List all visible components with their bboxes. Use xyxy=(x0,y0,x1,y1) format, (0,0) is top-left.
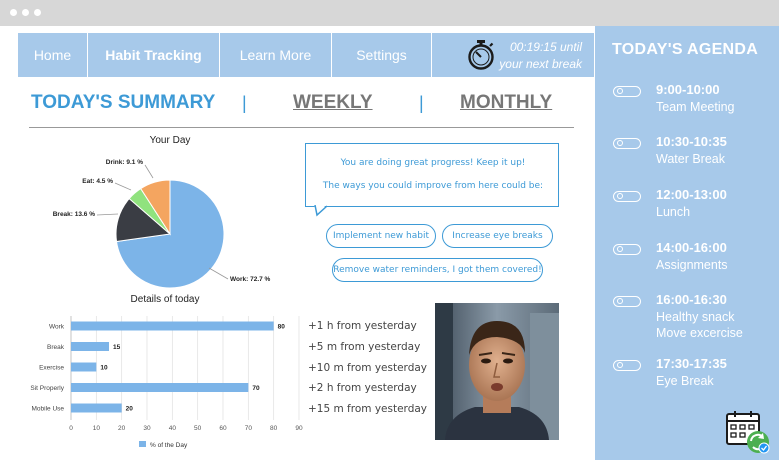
y-tick-label: Sit Properly xyxy=(30,385,64,392)
agenda-time: 10:30-10:35 xyxy=(656,134,727,149)
delta-text: +15 m from yesterday xyxy=(308,403,428,415)
agenda-toggle[interactable] xyxy=(613,191,641,202)
y-tick-label: Work xyxy=(49,324,65,331)
x-tick-label: 60 xyxy=(219,425,227,432)
legend-label: % of the Day xyxy=(150,442,188,449)
timer-text: 00:19:15 until your next break xyxy=(499,40,582,71)
x-tick-label: 90 xyxy=(295,425,303,432)
summary-header: TODAY'S SUMMARY | WEEKLY | MONTHLY xyxy=(0,90,594,120)
bar-value-label: 70 xyxy=(252,385,260,392)
bar xyxy=(71,403,122,413)
bar xyxy=(71,321,274,331)
pie-label: Drink: 9.1 % xyxy=(106,159,143,166)
agenda-desc: Team Meeting xyxy=(656,100,735,114)
bar-chart: 0 10 20 30 40 50 60 70 80 90 Work 80 Break 15 Exercise… xyxy=(30,316,303,449)
y-tick-label: Mobile Use xyxy=(31,406,64,413)
window-dot-minimize[interactable] xyxy=(22,9,29,16)
agenda-toggle[interactable] xyxy=(613,296,641,307)
pie-label-leader xyxy=(144,164,154,179)
pie-label: Break: 13.6 % xyxy=(53,211,95,218)
break-timer: 00:19:15 until your next break xyxy=(450,33,594,77)
agenda-toggle[interactable] xyxy=(613,138,641,149)
agenda-title: TODAY'S AGENDA xyxy=(612,41,759,58)
x-tick-label: 20 xyxy=(118,425,126,432)
message-line: The ways you could improve from here cou… xyxy=(322,181,544,191)
bubble-tail xyxy=(314,205,328,217)
x-tick-label: 30 xyxy=(143,425,151,432)
bar-value-label: 20 xyxy=(126,406,134,413)
delta-text: +5 m from yesterday xyxy=(308,341,421,353)
tab-today-summary[interactable]: TODAY'S SUMMARY xyxy=(31,92,216,113)
message-bubble: You are doing great progress! Keep it up… xyxy=(305,143,559,207)
delta-text: +1 h from yesterday xyxy=(308,320,417,332)
x-tick-label: 10 xyxy=(93,425,101,432)
x-tick-label: 70 xyxy=(245,425,253,432)
agenda-time: 17:30-17:35 xyxy=(656,356,727,371)
header-divider xyxy=(29,127,574,128)
x-tick-label: 50 xyxy=(194,425,202,432)
agenda-toggle[interactable] xyxy=(613,360,641,371)
calendar-sync-icon[interactable] xyxy=(724,408,772,456)
header-separator: | xyxy=(242,93,247,113)
window-dot-maximize[interactable] xyxy=(34,9,41,16)
x-tick-label: 80 xyxy=(270,425,278,432)
agenda-time: 14:00-16:00 xyxy=(656,240,727,255)
header-separator: | xyxy=(419,93,424,113)
agenda-time: 16:00-16:30 xyxy=(656,292,727,307)
pie-chart: Work: 72.7 % Break: 13.6 % Eat: 4.5 % Drink… xyxy=(53,159,271,289)
bar xyxy=(71,342,109,351)
agenda-time: 9:00-10:00 xyxy=(656,82,720,97)
nav-bar: Home Habit Tracking Learn More Settings … xyxy=(18,33,594,77)
pie-label: Work: 72.7 % xyxy=(230,276,271,283)
delta-text: +2 h from yesterday xyxy=(308,382,417,394)
bar-value-label: 10 xyxy=(100,365,108,372)
tab-learn-more[interactable]: Learn More xyxy=(220,33,332,77)
pie-chart-title: Your Day xyxy=(149,135,191,146)
pie-label-leader xyxy=(114,182,132,191)
message-line: You are doing great progress! Keep it up… xyxy=(340,158,526,168)
tab-home[interactable]: Home xyxy=(18,33,88,77)
agenda-desc: Healthy snack Move excercise xyxy=(656,310,743,340)
agenda-desc: Assignments xyxy=(656,258,728,272)
assistant-avatar xyxy=(435,303,559,440)
tab-habit-tracking[interactable]: Habit Tracking xyxy=(88,33,220,77)
y-tick-label: Break xyxy=(47,344,65,351)
x-tick-label: 40 xyxy=(169,425,177,432)
bar xyxy=(71,362,97,372)
tab-monthly[interactable]: MONTHLY xyxy=(460,92,553,113)
bar xyxy=(71,383,249,392)
agenda-panel: TODAY'S AGENDA 9:00-10:00 Team Meeting 1… xyxy=(595,26,779,460)
agenda-toggle[interactable] xyxy=(613,86,641,97)
agenda-time: 12:00-13:00 xyxy=(656,187,727,202)
pie-label-leader xyxy=(208,267,229,280)
agenda-toggle[interactable] xyxy=(613,244,641,255)
bar-value-label: 80 xyxy=(278,324,286,331)
agenda-desc: Lunch xyxy=(656,205,691,219)
tab-settings[interactable]: Settings xyxy=(332,33,432,77)
window-dot-close[interactable] xyxy=(10,9,17,16)
agenda-desc: Eye Break xyxy=(656,374,714,388)
y-tick-label: Exercise xyxy=(39,365,64,372)
delta-text: +10 m from yesterday xyxy=(308,362,428,374)
pie-label: Eat: 4.5 % xyxy=(82,178,113,185)
pie-slice-drink xyxy=(140,179,171,236)
bar-chart-title: Details of today xyxy=(130,294,200,305)
title-bar xyxy=(0,0,779,26)
suggestion-implement-habit-button[interactable]: Implement new habit xyxy=(326,224,436,248)
bar-value-label: 15 xyxy=(113,344,121,351)
pie-label-leader xyxy=(96,213,119,216)
stopwatch-icon xyxy=(468,40,494,70)
suggestion-eye-breaks-button[interactable]: Increase eye breaks xyxy=(442,224,553,248)
x-tick-label: 0 xyxy=(69,425,73,432)
agenda-desc: Water Break xyxy=(656,152,726,166)
legend-swatch xyxy=(139,441,146,447)
suggestion-remove-water-button[interactable]: Remove water reminders, I got them cover… xyxy=(332,258,543,282)
tab-weekly[interactable]: WEEKLY xyxy=(293,92,373,113)
